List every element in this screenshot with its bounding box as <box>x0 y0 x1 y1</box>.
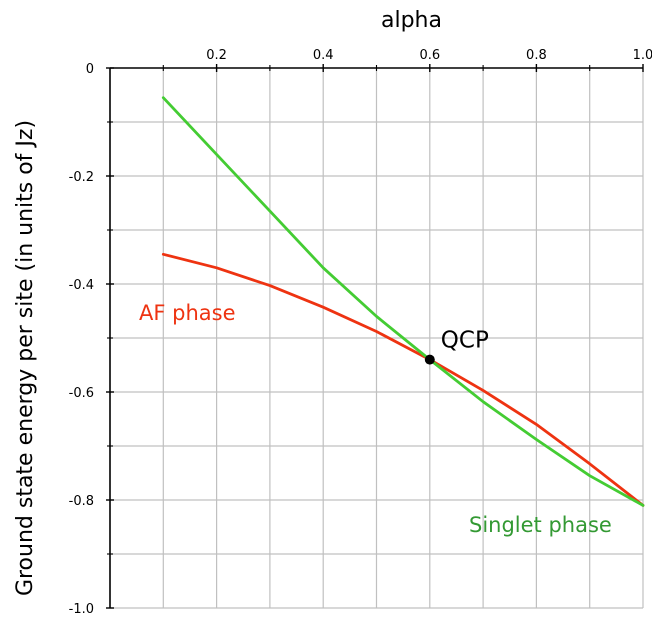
markers <box>424 354 435 365</box>
series-line-af <box>161 252 645 507</box>
x-tick-label: 0.8 <box>526 48 547 63</box>
x-tick-label: 1.0 <box>633 48 652 63</box>
y-tick-label: -0.2 <box>69 170 94 185</box>
x-axis-title: alpha <box>381 8 442 33</box>
ticks <box>106 64 644 609</box>
x-tick-label: 0.4 <box>313 48 334 63</box>
x-tick-label: 0.6 <box>419 48 440 63</box>
y-tick-label: -0.8 <box>69 494 94 509</box>
af-phase-label: AF phase <box>139 301 236 325</box>
x-tick-label: 0.2 <box>206 48 227 63</box>
y-tick-label: 0 <box>86 62 94 77</box>
y-tick-label: -0.4 <box>69 278 94 293</box>
y-tick-label: -1.0 <box>69 602 94 617</box>
qcp-label: QCP <box>441 328 489 354</box>
y-axis-title: Ground state energy per site (in units o… <box>13 120 38 596</box>
tick-labels: 0.2 0.4 0.6 0.8 1.0 0 -0.2 -0.4 -0.6 -0.8 -1.0 <box>69 48 652 617</box>
singlet-phase-label: Singlet phase <box>469 513 612 537</box>
series <box>161 96 645 507</box>
grid <box>110 68 644 609</box>
y-tick-label: -0.6 <box>69 386 94 401</box>
series-line-singlet <box>161 96 645 507</box>
qcp-marker <box>424 354 435 365</box>
